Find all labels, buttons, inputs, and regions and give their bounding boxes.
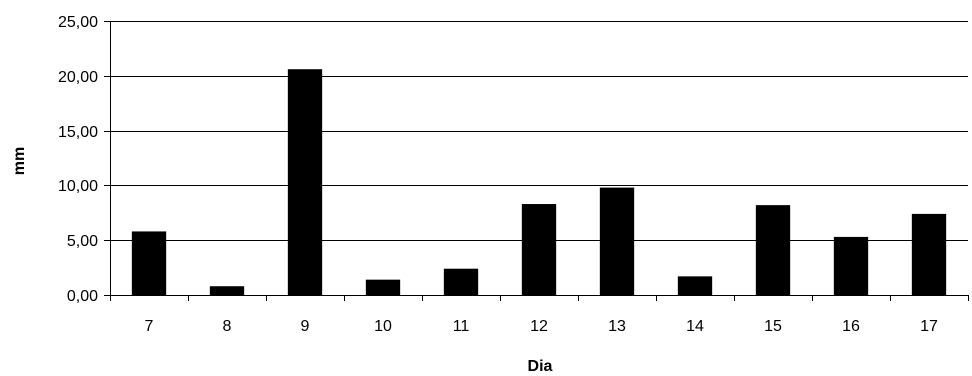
- x-tick-label: 14: [686, 318, 704, 335]
- y-tick-label: 0,00: [67, 288, 98, 305]
- x-tick-label: 8: [223, 318, 232, 335]
- bar-9: [287, 69, 323, 295]
- gridlines: [110, 21, 968, 241]
- x-tick-label: 16: [842, 318, 860, 335]
- x-tick-label: 12: [530, 318, 548, 335]
- bar-16: [833, 236, 869, 295]
- x-tick-label: 9: [301, 318, 310, 335]
- y-tick-label: 20,00: [58, 69, 98, 86]
- bar-15: [755, 205, 791, 295]
- bar-7: [131, 231, 167, 295]
- bar-17: [911, 213, 947, 295]
- x-tick-label: 17: [920, 318, 938, 335]
- y-tick-label: 5,00: [67, 233, 98, 250]
- y-axis-title: mm: [11, 147, 28, 175]
- bar-13: [599, 187, 635, 295]
- y-tick-label: 10,00: [58, 178, 98, 195]
- x-tick-label: 10: [374, 318, 392, 335]
- y-tick-label: 15,00: [58, 124, 98, 141]
- bar-11: [443, 268, 479, 295]
- bar-8: [209, 286, 245, 295]
- bars: [131, 69, 947, 295]
- bar-14: [677, 276, 713, 295]
- y-tick-labels: 0,00 5,00 10,00 15,00 20,00 25,00: [58, 14, 98, 305]
- bar-12: [521, 204, 557, 295]
- axes: [104, 21, 969, 301]
- x-tick-label: 11: [453, 318, 470, 335]
- x-tick-label: 15: [764, 318, 782, 335]
- x-tick-label: 13: [608, 318, 626, 335]
- x-axis-title: Dia: [528, 358, 553, 375]
- x-tick-label: 7: [145, 318, 154, 335]
- y-tick-label: 25,00: [58, 14, 98, 31]
- x-tick-labels: 7 8 9 10 11 12 13 14 15 16 17: [145, 318, 938, 335]
- bar-10: [365, 279, 401, 295]
